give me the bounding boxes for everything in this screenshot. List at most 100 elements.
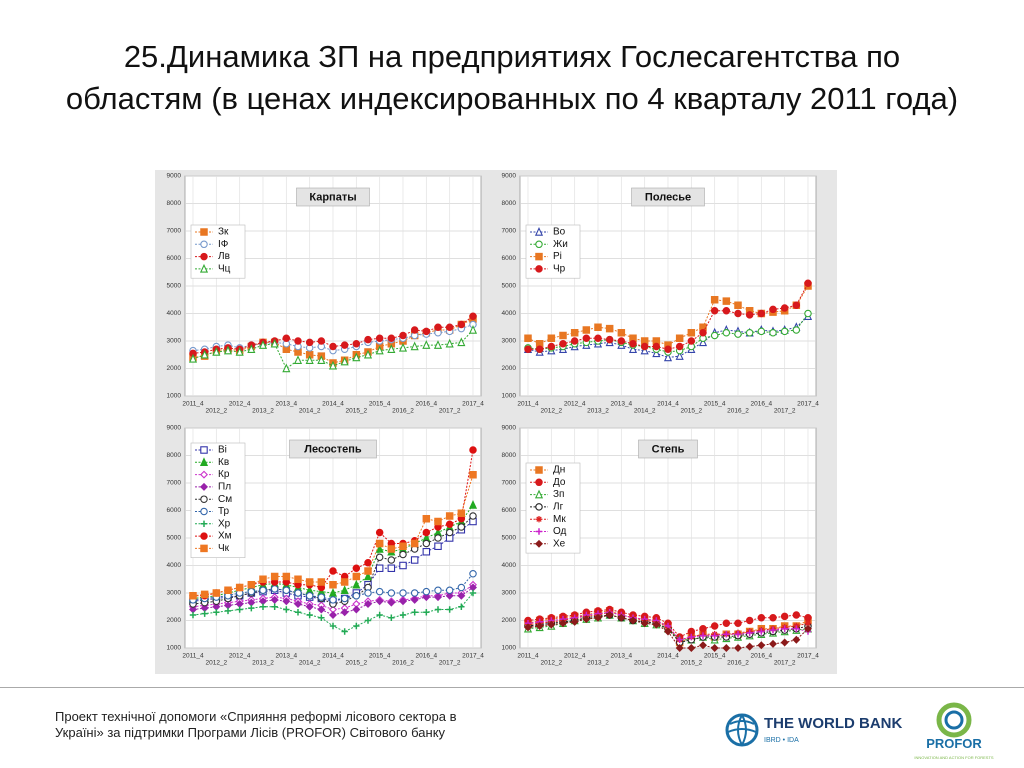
chart-panel: 1000 2000 3000 4000 5000 6000 7000 8000 9000 2011… — [167, 425, 485, 667]
marker — [282, 572, 291, 581]
x-tick-label: 2013_4 — [610, 401, 632, 408]
y-tick-label: 7000 — [167, 228, 182, 235]
marker — [399, 550, 407, 559]
marker — [629, 616, 637, 625]
y-tick-label: 8000 — [167, 452, 182, 459]
slide-title: 25.Динамика ЗП на предприятиях Гослесаге… — [65, 39, 959, 116]
marker — [317, 578, 326, 586]
marker — [399, 589, 407, 597]
marker — [792, 611, 801, 619]
footer-text: Проект технічної допомоги «Сприяння рефо… — [55, 709, 457, 740]
marker — [375, 345, 384, 355]
legend-label: Чр — [553, 264, 566, 275]
marker — [469, 512, 477, 520]
x-tick-label: 2017_4 — [462, 653, 484, 660]
marker — [745, 642, 754, 651]
marker — [710, 296, 719, 304]
marker — [317, 355, 326, 364]
x-tick-label: 2012_4 — [564, 401, 586, 408]
marker — [445, 591, 454, 600]
marker — [457, 523, 466, 531]
marker — [352, 579, 361, 589]
marker — [422, 547, 431, 556]
legend-label: Чц — [218, 264, 231, 275]
y-tick-label: 6000 — [502, 507, 517, 514]
marker — [294, 337, 302, 345]
marker — [363, 571, 373, 581]
x-tick-label: 2011_4 — [182, 401, 204, 408]
marker — [340, 578, 349, 586]
marker — [352, 572, 361, 581]
marker — [259, 603, 267, 610]
marker — [535, 265, 543, 273]
x-tick-label: 2012_2 — [540, 408, 562, 415]
x-tick-label: 2011_4 — [517, 401, 539, 408]
marker — [189, 611, 197, 619]
legend-label: Хм — [218, 531, 232, 542]
marker — [434, 586, 442, 594]
marker — [687, 337, 696, 345]
legend-label: Лг — [553, 502, 564, 513]
marker — [305, 355, 314, 364]
marker — [329, 580, 337, 589]
marker — [688, 633, 695, 641]
marker — [352, 605, 361, 614]
x-tick-label: 2017_4 — [797, 653, 819, 660]
marker — [559, 340, 567, 348]
y-tick-label: 4000 — [502, 310, 517, 317]
marker — [410, 341, 419, 351]
marker — [375, 587, 384, 596]
y-tick-label: 4000 — [167, 562, 182, 569]
marker — [769, 329, 777, 337]
marker — [792, 635, 801, 644]
marker — [293, 355, 303, 364]
marker — [283, 606, 290, 613]
marker — [758, 628, 765, 635]
marker — [605, 611, 614, 619]
marker — [781, 625, 788, 632]
marker — [364, 589, 372, 597]
y-tick-label: 9000 — [167, 425, 182, 432]
marker — [722, 297, 731, 305]
marker — [376, 611, 383, 619]
panel-title-box — [638, 439, 698, 459]
marker — [640, 345, 649, 355]
marker — [458, 603, 465, 610]
x-tick-label: 2017_4 — [462, 401, 484, 408]
panel-title-box — [296, 187, 370, 207]
marker — [200, 544, 208, 553]
marker — [628, 344, 638, 353]
marker — [364, 567, 372, 575]
marker — [212, 589, 221, 597]
marker — [328, 360, 338, 370]
marker — [352, 564, 361, 572]
marker — [699, 624, 707, 633]
x-tick-label: 2013_2 — [252, 408, 274, 415]
legend-label: Пл — [218, 482, 231, 493]
marker — [294, 575, 302, 583]
y-tick-label: 7000 — [167, 480, 182, 487]
marker — [259, 586, 267, 594]
x-tick-label: 2012_4 — [229, 653, 251, 660]
marker — [745, 329, 754, 337]
marker — [399, 331, 407, 340]
marker — [188, 353, 198, 363]
profor-name: PROFOR — [926, 736, 982, 751]
marker — [675, 334, 684, 343]
legend-label: См — [218, 494, 232, 505]
marker — [734, 619, 742, 627]
marker — [200, 228, 208, 236]
marker — [352, 340, 361, 348]
marker — [780, 304, 789, 312]
legend-label: Кр — [218, 469, 230, 480]
marker — [687, 329, 696, 337]
marker — [804, 279, 812, 288]
panel-title: Карпаты — [309, 191, 356, 203]
marker — [769, 626, 777, 634]
y-tick-label: 9000 — [502, 173, 517, 180]
marker — [434, 606, 442, 613]
marker — [213, 609, 220, 616]
marker — [422, 340, 431, 349]
marker — [582, 326, 591, 334]
marker — [547, 334, 556, 343]
